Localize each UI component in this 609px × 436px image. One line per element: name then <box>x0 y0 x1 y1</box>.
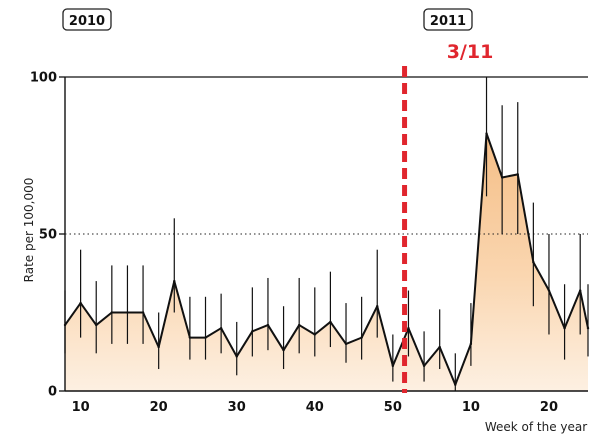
data-point <box>110 311 114 314</box>
data-point <box>282 348 285 352</box>
y-tick-label: 50 <box>39 228 57 243</box>
x-tick-label: 10 <box>72 400 90 415</box>
y-axis-title: Rate per 100,000 <box>22 178 36 283</box>
x-tick-label: 50 <box>384 400 402 415</box>
x-tick-label: 30 <box>228 400 246 415</box>
data-point <box>79 301 82 305</box>
data-point <box>173 279 176 283</box>
data-point <box>313 333 316 336</box>
event-label: 3/11 <box>447 41 494 63</box>
year-box-2011 <box>423 8 473 31</box>
data-point <box>188 336 192 339</box>
data-point <box>126 311 129 314</box>
plot-area: 0 50 100 10 20 30 40 50 10 20 <box>30 66 590 415</box>
data-point <box>516 173 519 176</box>
data-point <box>454 383 457 386</box>
data-point <box>297 323 301 327</box>
x-tick-label: 20 <box>540 400 558 415</box>
series-area <box>65 133 588 391</box>
data-point <box>547 289 551 292</box>
data-point <box>578 289 582 292</box>
data-point <box>438 345 441 349</box>
x-tick-label: 20 <box>150 400 168 415</box>
year-label-2011: 2011 <box>430 14 466 29</box>
x-tick-label: 40 <box>306 400 324 415</box>
data-point <box>235 355 238 358</box>
x-axis-title: Week of the year <box>485 420 587 434</box>
data-point <box>63 323 67 327</box>
data-point <box>95 323 98 327</box>
data-point <box>266 323 270 327</box>
y-tick-label: 100 <box>30 71 57 86</box>
data-point <box>251 330 254 333</box>
data-point <box>532 261 535 264</box>
data-point <box>376 305 379 308</box>
data-point <box>563 327 566 330</box>
data-point <box>500 176 504 179</box>
data-point <box>157 345 160 349</box>
data-point <box>219 327 223 330</box>
data-point <box>485 132 488 135</box>
data-point <box>360 336 363 339</box>
year-label-2010: 2010 <box>69 14 105 29</box>
data-point <box>344 342 348 346</box>
data-point <box>586 327 590 330</box>
data-point <box>407 327 410 330</box>
data-point <box>391 364 395 368</box>
data-point <box>141 311 145 314</box>
data-point <box>204 336 207 339</box>
data-point <box>422 364 426 368</box>
y-tick-label: 0 <box>48 385 57 400</box>
data-point <box>469 342 473 346</box>
x-tick-label: 10 <box>462 400 480 415</box>
year-box-2010 <box>62 8 112 31</box>
data-point <box>329 320 332 324</box>
